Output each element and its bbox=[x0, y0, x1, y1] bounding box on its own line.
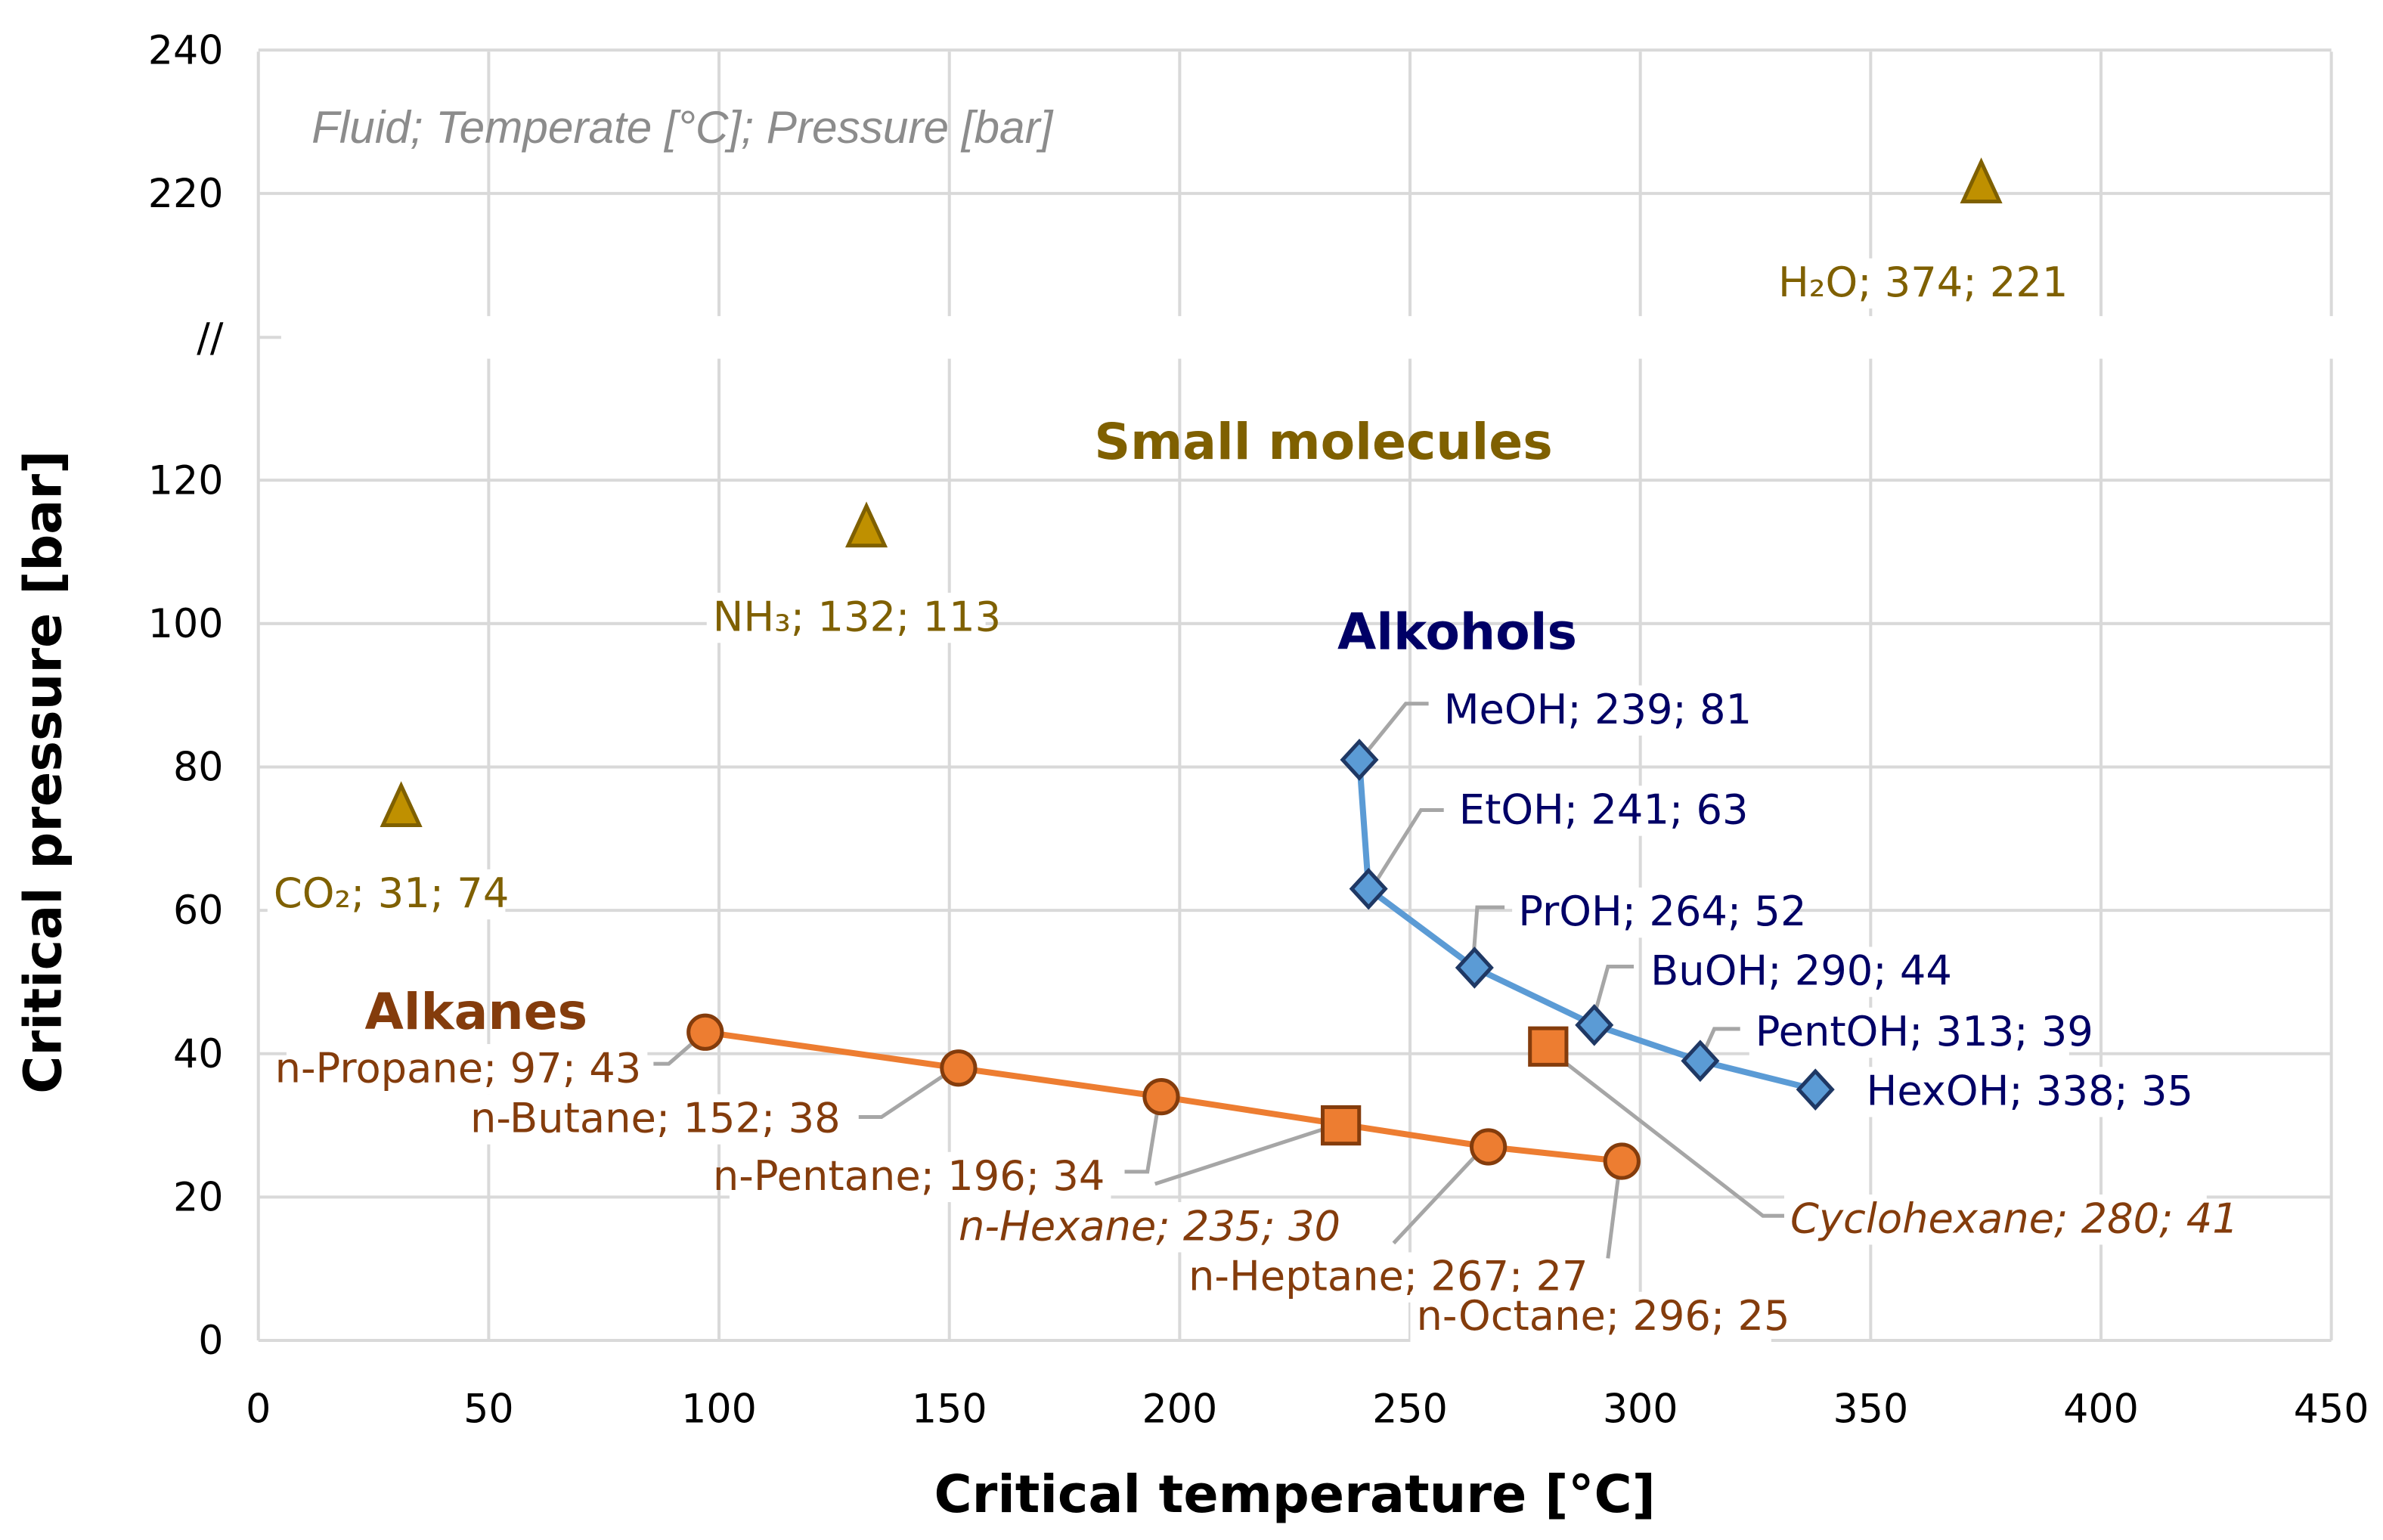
marker-n-hexane bbox=[1320, 1105, 1362, 1146]
label-background bbox=[1860, 1067, 2160, 1117]
data-label-co-: CO₂; 31; 74 bbox=[274, 869, 510, 917]
marker-nh- bbox=[844, 501, 888, 548]
data-label-cyclohexane: Cyclohexane; 280; 41 bbox=[1790, 1195, 2239, 1242]
leader-line-etoh bbox=[1368, 807, 1444, 894]
data-label-n-propane: n-Propane; 97; 43 bbox=[275, 1044, 642, 1092]
marker-buoh bbox=[1575, 1003, 1614, 1046]
data-labels: CO₂; 31; 74 NH₃; 132; 113 H₂O; 374; 221 MeO… bbox=[267, 258, 2239, 1343]
leader-line-n-hexane bbox=[1154, 1123, 1338, 1186]
leader-line-n-heptane bbox=[1392, 1142, 1488, 1245]
x-tick-label: 150 bbox=[912, 1387, 987, 1433]
leader-line-n-butane bbox=[858, 1067, 956, 1120]
marker-n-pentane bbox=[1142, 1078, 1180, 1116]
leader-line-meoh bbox=[1359, 702, 1429, 761]
leader-line-n-pentane bbox=[1124, 1096, 1162, 1174]
leader-line-buoh bbox=[1591, 965, 1634, 1022]
label-background bbox=[1644, 947, 1923, 997]
x-tick-label: 250 bbox=[1372, 1387, 1448, 1433]
label-background bbox=[1452, 785, 1732, 836]
data-label-hexoh: HexOH; 338; 35 bbox=[1867, 1067, 2194, 1114]
data-label-n-pentane: n-Pentane; 196; 34 bbox=[713, 1152, 1105, 1200]
data-label-n-octane: n-Octane; 296; 25 bbox=[1417, 1292, 1790, 1340]
x-tick-label: 300 bbox=[1603, 1387, 1678, 1433]
y-tick-label: 60 bbox=[173, 888, 224, 934]
label-background bbox=[1410, 1291, 1771, 1343]
group-label-small-molecules: Small molecules bbox=[1094, 412, 1552, 471]
tick-labels: 0 20 40 60 80 100 120 // 220 240 0 50 100 150 200 250 30… bbox=[148, 27, 2369, 1432]
y-axis-title: Critical pressure [bar] bbox=[14, 451, 73, 1094]
data-label-pentoh: PentOH; 313; 39 bbox=[1755, 1008, 2093, 1055]
markers bbox=[380, 157, 2003, 1180]
data-label-etoh: EtOH; 241; 63 bbox=[1459, 786, 1749, 834]
label-background bbox=[485, 1094, 847, 1145]
y-tick-label: 220 bbox=[148, 171, 224, 217]
marker-cyclohexane bbox=[1528, 1026, 1569, 1067]
label-background bbox=[729, 1151, 1111, 1203]
chart-annotation: Fluid; Temperate [°C]; Pressure [bar] bbox=[311, 101, 1054, 153]
marker-co- bbox=[380, 781, 423, 827]
marker-etoh bbox=[1349, 867, 1388, 910]
data-label-h-o: H₂O; 374; 221 bbox=[1778, 259, 2068, 306]
marker-n-butane bbox=[940, 1049, 978, 1087]
label-background bbox=[286, 1044, 648, 1095]
label-background bbox=[267, 869, 506, 920]
y-tick-label: // bbox=[197, 315, 224, 361]
label-background bbox=[1749, 1007, 2069, 1058]
leader-line-cyclohexane bbox=[1545, 1047, 1786, 1218]
label-background bbox=[706, 593, 986, 643]
y-tick-label: 240 bbox=[148, 27, 224, 73]
x-tick-label: 0 bbox=[246, 1387, 271, 1433]
marker-hexoh bbox=[1796, 1068, 1835, 1111]
marker-h-o bbox=[1960, 157, 2003, 204]
marker-n-octane bbox=[1603, 1142, 1641, 1180]
x-tick-label: 200 bbox=[1142, 1387, 1217, 1433]
y-tick-label: 120 bbox=[148, 457, 224, 504]
data-label-n-butane: n-Butane; 152; 38 bbox=[470, 1095, 841, 1142]
y-tick-label: 0 bbox=[198, 1318, 223, 1364]
marker-pentoh bbox=[1681, 1040, 1720, 1083]
data-label-buoh: BuOH; 290; 44 bbox=[1650, 947, 1952, 995]
y-tick-label: 80 bbox=[173, 745, 224, 791]
data-label-proh: PrOH; 264; 52 bbox=[1518, 888, 1806, 935]
data-label-meoh: MeOH; 239; 81 bbox=[1444, 686, 1752, 733]
x-tick-label: 100 bbox=[681, 1387, 757, 1433]
marker-meoh bbox=[1340, 739, 1379, 781]
grid bbox=[256, 48, 2333, 1343]
x-tick-label: 400 bbox=[2063, 1387, 2139, 1433]
leader-lines bbox=[653, 702, 1786, 1259]
data-label-nh-: NH₃; 132; 113 bbox=[713, 593, 1001, 640]
x-axis-title: Critical temperature [°C] bbox=[934, 1465, 1656, 1525]
marker-n-heptane bbox=[1469, 1128, 1508, 1166]
marker-n-propane bbox=[686, 1013, 724, 1051]
label-background bbox=[1771, 258, 2051, 309]
label-background bbox=[1512, 887, 1792, 938]
label-background bbox=[1437, 685, 1717, 736]
x-tick-label: 350 bbox=[1833, 1387, 1908, 1433]
marker-proh bbox=[1455, 947, 1494, 989]
series-line-alkohols bbox=[1356, 759, 1817, 1093]
label-background bbox=[1783, 1195, 2207, 1245]
x-tick-label: 450 bbox=[2294, 1387, 2369, 1433]
data-label-n-hexane: n-Hexane; 235; 30 bbox=[959, 1202, 1340, 1250]
x-tick-label: 50 bbox=[463, 1387, 513, 1433]
y-tick-label: 20 bbox=[173, 1174, 224, 1220]
y-tick-label: 100 bbox=[148, 601, 224, 647]
group-label-alkohols: Alkohols bbox=[1337, 602, 1577, 661]
y-tick-label: 40 bbox=[173, 1031, 224, 1077]
group-label-alkanes: Alkanes bbox=[364, 982, 587, 1041]
label-background bbox=[985, 1202, 1347, 1253]
